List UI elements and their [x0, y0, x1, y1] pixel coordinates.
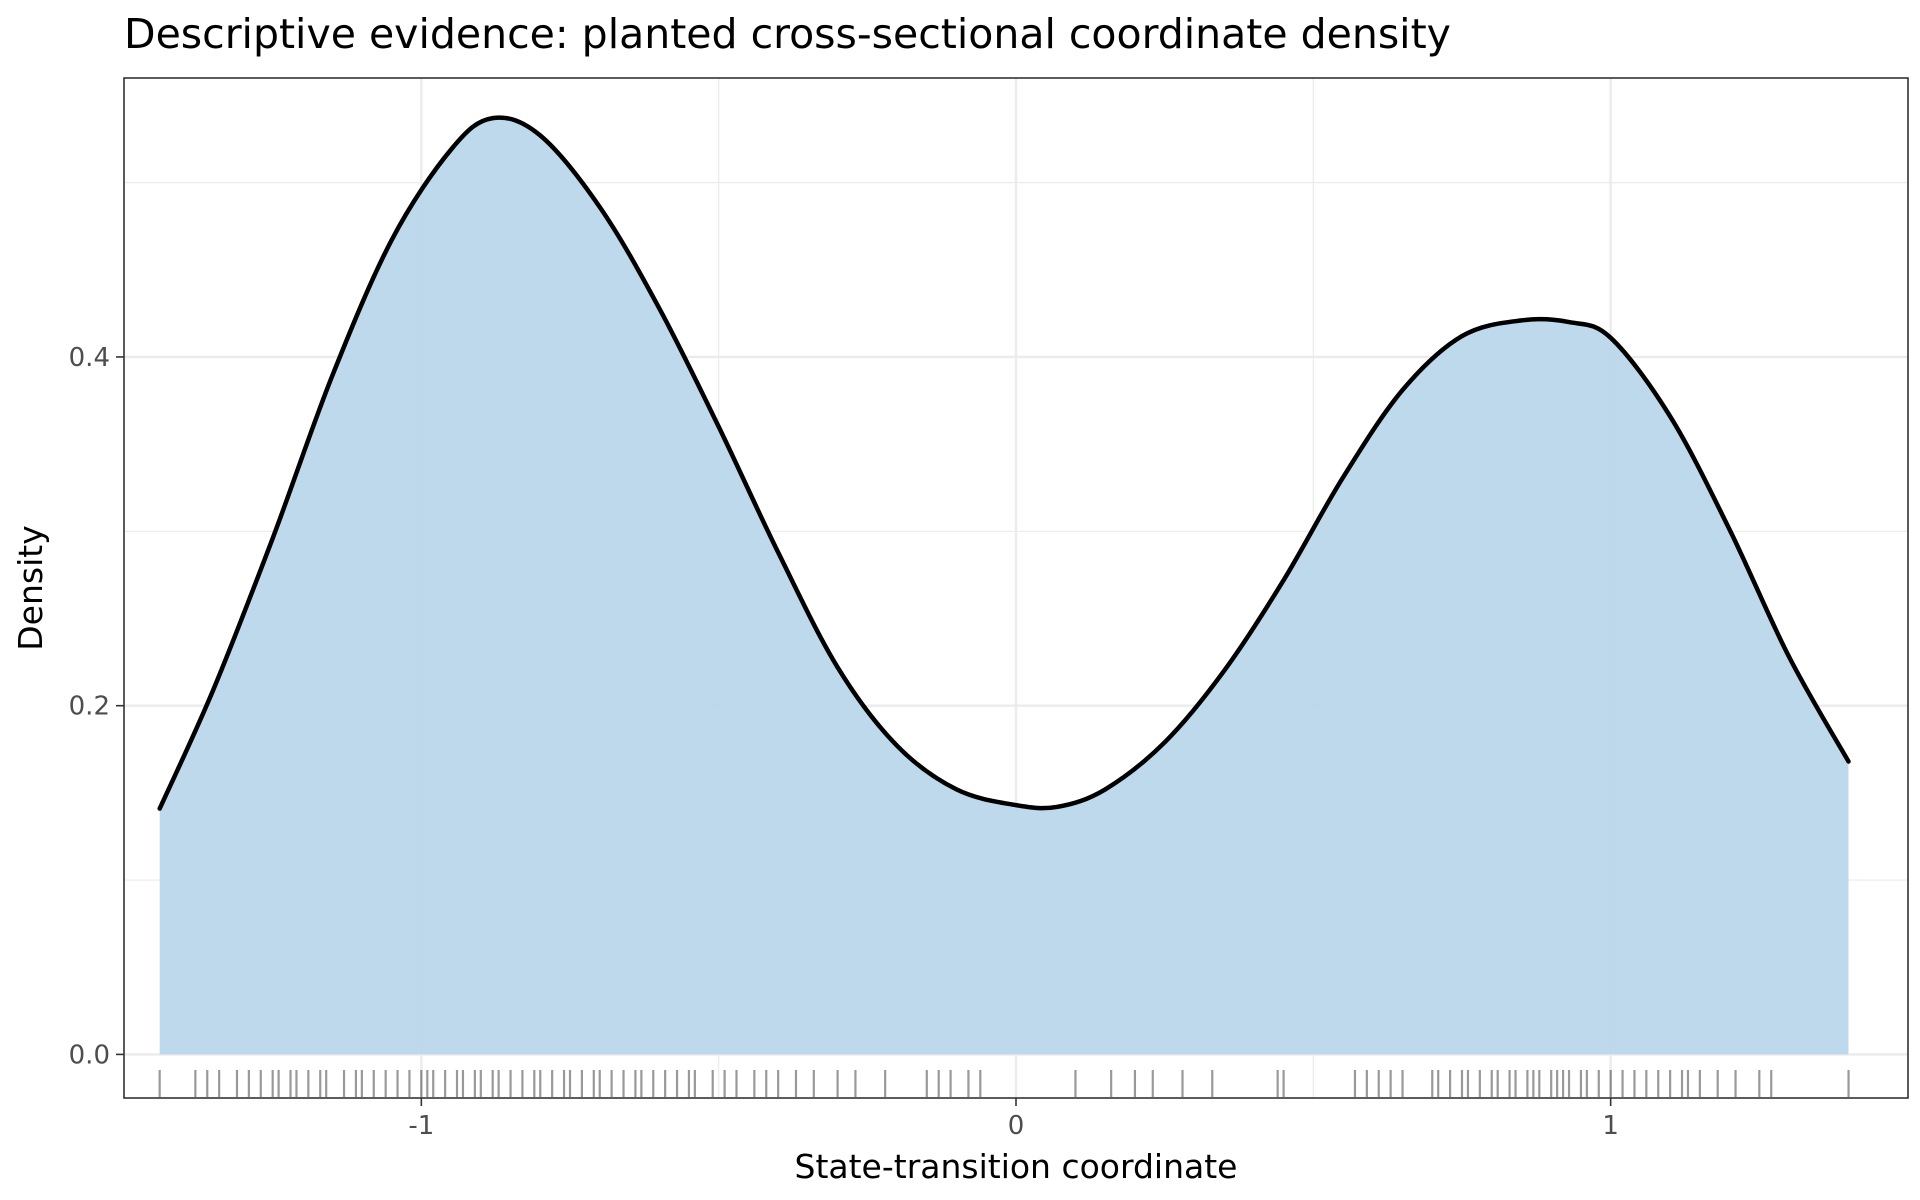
x-axis-title: State-transition coordinate [795, 1147, 1238, 1186]
y-tick-label: 0.0 [69, 1040, 110, 1070]
y-tick-label: 0.4 [69, 343, 110, 373]
x-tick-label: -1 [408, 1111, 434, 1141]
density-line [157, 115, 1851, 811]
chart-title: Descriptive evidence: planted cross-sect… [124, 10, 1451, 58]
density-area-layer [157, 115, 1851, 1055]
rug-layer [158, 1070, 1850, 1097]
x-tick-label: 1 [1602, 1111, 1619, 1141]
x-axis-ticks: -1 0 1 [408, 1098, 1619, 1141]
y-axis-ticks: 0.0 0.2 0.4 [69, 343, 124, 1070]
y-axis-title: Density [11, 525, 50, 650]
x-tick-label: 0 [1008, 1111, 1025, 1141]
y-tick-label: 0.2 [69, 692, 110, 722]
density-area [159, 117, 1849, 1055]
